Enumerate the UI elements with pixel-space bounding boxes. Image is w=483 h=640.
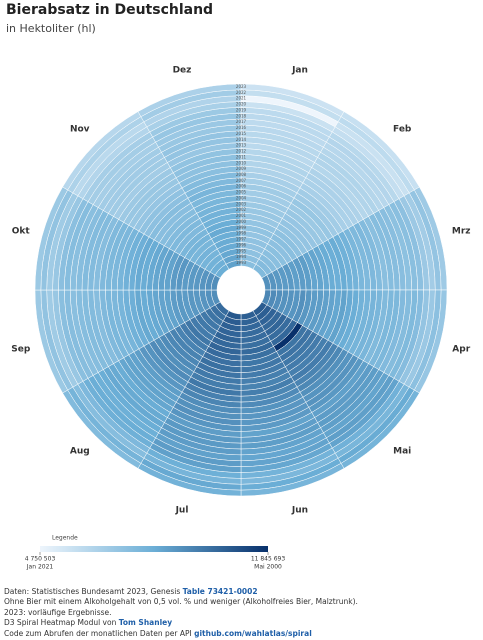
month-label: Dez: [173, 65, 192, 75]
footer-code: Code zum Abrufen der monatlichen Daten p…: [4, 629, 358, 639]
footer-credit: D3 Spiral Heatmap Modul von Tom Shanley: [4, 618, 358, 628]
legend-value: 11 845 693: [251, 556, 286, 563]
year-label: 2019: [236, 107, 247, 112]
month-label: Jan: [291, 65, 308, 75]
year-label: 2006: [236, 184, 247, 189]
chart-subtitle: in Hektoliter (hl): [6, 22, 96, 35]
text: Daten: Statistisches Bundesamt 2023, Gen…: [4, 587, 183, 596]
month-label: Mai: [393, 447, 411, 457]
month-label: Apr: [452, 345, 470, 355]
month-label: Feb: [393, 124, 412, 134]
year-label: 1997: [236, 237, 247, 242]
footer-note: Ohne Bier mit einem Alkoholgehalt von 0,…: [4, 597, 358, 607]
year-label: 2004: [236, 195, 247, 200]
year-label: 2000: [236, 219, 247, 224]
legend-value: 4 750 503: [25, 556, 56, 563]
legend-bar: [40, 546, 268, 552]
year-label: 2015: [236, 131, 247, 136]
year-label: 1994: [236, 254, 247, 259]
footer-source: Daten: Statistisches Bundesamt 2023, Gen…: [4, 587, 358, 597]
cell: [137, 83, 242, 118]
legend-date: Jan 2021: [26, 564, 54, 571]
heatmap: [34, 83, 448, 497]
link[interactable]: github.com/wahlatlas/spiral: [194, 628, 312, 638]
year-label: 2018: [236, 113, 247, 118]
year-label: 2014: [236, 137, 247, 142]
year-label: 2005: [236, 190, 247, 195]
month-label: Aug: [70, 447, 90, 457]
year-label: 2007: [236, 178, 247, 183]
month-label: Jun: [291, 506, 308, 516]
year-label: 2020: [236, 102, 247, 107]
month-label: Mrz: [452, 226, 471, 236]
month-label: Jul: [175, 506, 189, 516]
year-label: 1996: [236, 242, 247, 247]
footer-note: 2023: vorläufige Ergebnisse.: [4, 607, 112, 617]
year-label: 1993: [236, 260, 247, 265]
year-label: 1998: [236, 231, 247, 236]
year-label: 2012: [236, 149, 247, 154]
link[interactable]: Tom Shanley: [118, 618, 173, 628]
year-label: 2002: [236, 207, 247, 212]
chart-title: Bierabsatz in Deutschland: [6, 2, 214, 18]
link[interactable]: Table 73421-0002: [182, 587, 258, 596]
text: D3 Spiral Heatmap Modul von: [4, 618, 119, 628]
month-label: Nov: [70, 124, 90, 134]
footer: Daten: Statistisches Bundesamt 2023, Gen…: [4, 587, 358, 639]
month-label: Sep: [11, 345, 31, 355]
month-label: Okt: [12, 226, 31, 236]
year-label: 2009: [236, 166, 247, 171]
year-label: 2001: [236, 213, 247, 218]
year-label: 2022: [236, 90, 247, 95]
text: Code zum Abrufen der monatlichen Daten p…: [4, 628, 195, 638]
legend-date: Mai 2000: [254, 564, 282, 571]
year-label: 1999: [236, 225, 247, 230]
year-label: 2017: [236, 119, 247, 124]
year-label: 2008: [236, 172, 247, 177]
year-label: 2010: [236, 160, 247, 165]
year-label: 2016: [236, 125, 247, 130]
year-label: 1995: [236, 248, 247, 253]
legend-title: Legende: [52, 535, 78, 542]
year-label: 2011: [236, 154, 247, 159]
year-label: 2003: [236, 201, 247, 206]
year-label: 2013: [236, 143, 247, 148]
year-label: 2021: [236, 96, 247, 101]
year-label: 2023: [236, 84, 247, 89]
